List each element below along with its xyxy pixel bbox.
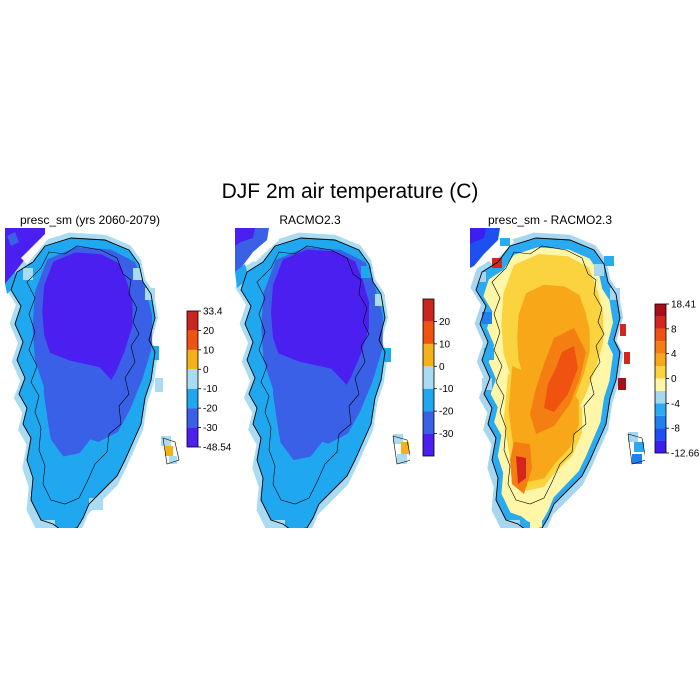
colorbar-tick-label: -8 <box>671 424 680 435</box>
colorbar-tick-label: -30 <box>439 429 454 440</box>
colorbar-swatch <box>423 299 434 322</box>
colorbar-tick-label: 18.41 <box>671 300 696 311</box>
colorbar-tick-label: 4 <box>671 349 677 360</box>
colorbar-tick-label: -4 <box>671 399 680 410</box>
colorbar-swatch <box>423 388 434 412</box>
colorbar-swatch <box>423 321 434 344</box>
colorbar-swatch <box>655 341 666 354</box>
colorbar-swatch <box>187 427 198 447</box>
colorbar-swatch <box>187 311 198 331</box>
colorbar-swatch <box>423 433 434 456</box>
colorbar-diff: -12.66 -8 -4 0 4 8 18.41 <box>654 300 700 460</box>
colorbar-swatch <box>655 403 666 416</box>
colorbar-swatch <box>655 328 666 342</box>
colorbar-tick-label: -30 <box>203 423 218 434</box>
colorbar-tick-label: -10 <box>203 384 218 395</box>
panel-title-diff: presc_sm - RACMO2.3 <box>487 213 613 227</box>
colorbar-swatch <box>423 343 434 367</box>
colorbar-swatch <box>423 411 434 434</box>
colorbar-frame <box>422 298 435 457</box>
panel-title-racmo: RACMO2.3 <box>279 213 341 227</box>
colorbar-tick-label: -12.66 <box>671 449 700 460</box>
colorbar-swatch <box>655 353 666 367</box>
colorbar-tick-label: 0 <box>439 362 445 373</box>
colorbar-racmo: -30 -20 -10 0 10 20 <box>422 298 454 457</box>
colorbar-swatch <box>423 366 434 389</box>
colorbar-tick-label: 10 <box>439 339 451 350</box>
colorbar-swatch <box>187 388 198 409</box>
colorbar-swatch <box>187 330 198 350</box>
map-panel-diff <box>470 228 645 528</box>
panel-title-presc: presc_sm (yrs 2060-2079) <box>19 213 161 227</box>
colorbar-tick-label: -10 <box>439 384 454 395</box>
colorbar-swatch <box>655 428 666 441</box>
colorbar-swatch <box>655 440 666 453</box>
colorbar-tick-label: -20 <box>203 404 218 415</box>
colorbar-swatch <box>187 408 198 428</box>
colorbar-swatch <box>655 366 666 379</box>
colorbar-frame <box>186 310 199 448</box>
colorbar-swatch <box>655 304 666 317</box>
figure-title: DJF 2m air temperature (C) <box>221 180 479 203</box>
colorbar-presc: -48.54 -30 -20 -10 0 10 20 33.4 <box>186 307 232 454</box>
colorbar-tick-label: -48.54 <box>203 443 232 454</box>
colorbar-tick-label: 10 <box>203 345 215 356</box>
map-panel-racmo <box>235 228 410 528</box>
colorbar-swatch <box>655 390 666 404</box>
colorbar-tick-label: 20 <box>439 317 451 328</box>
colorbar-tick-label: 20 <box>203 326 215 337</box>
colorbar-swatch <box>655 415 666 429</box>
colorbar-swatch <box>655 378 666 391</box>
colorbar-swatch <box>187 349 198 370</box>
colorbar-tick-label: 8 <box>671 324 677 335</box>
colorbar-tick-label: 33.4 <box>203 307 223 318</box>
colorbar-swatch <box>187 369 198 389</box>
colorbar-tick-label: 0 <box>671 374 677 385</box>
colorbar-tick-label: 0 <box>203 365 209 376</box>
map-panel-presc <box>5 228 180 528</box>
colorbar-swatch <box>655 316 666 329</box>
colorbar-tick-label: -20 <box>439 407 454 418</box>
